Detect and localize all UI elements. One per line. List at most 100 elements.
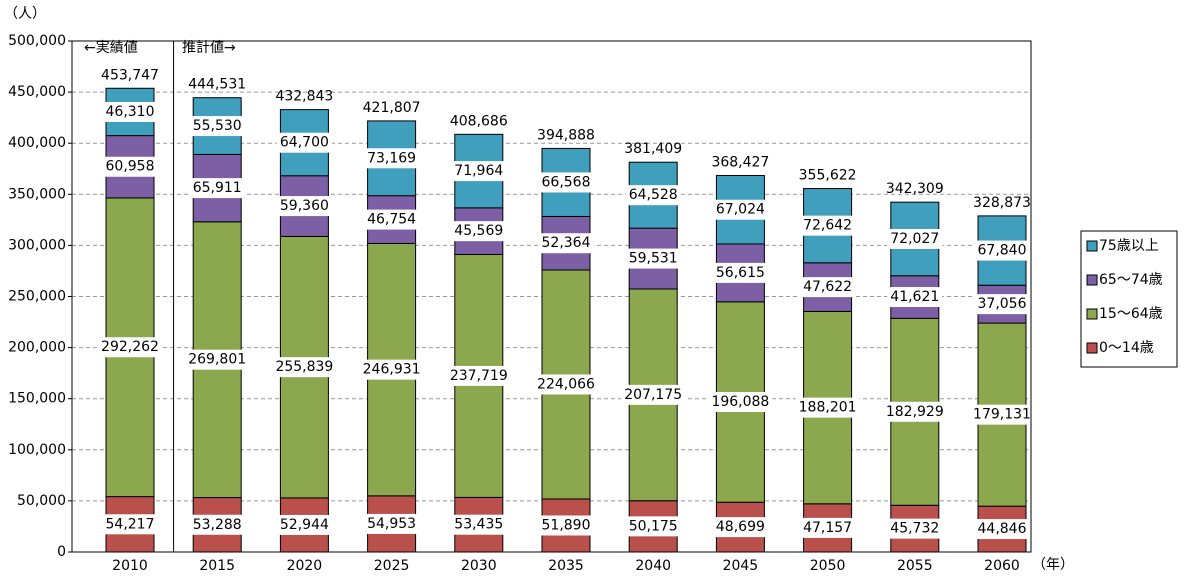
value-label: 55,530: [193, 118, 242, 134]
value-label: 47,157: [803, 520, 852, 536]
value-label: 48,699: [716, 519, 765, 535]
value-label: 54,217: [106, 516, 155, 532]
label-bg: [621, 384, 686, 405]
label-bg: [625, 248, 681, 269]
value-label: 237,719: [450, 368, 508, 384]
label-bg: [882, 401, 947, 422]
label-bg: [446, 365, 511, 386]
legend-label: 65～74歳: [1099, 272, 1163, 288]
y-tick-label: 250,000: [8, 289, 66, 305]
annotation: ←実績値: [84, 40, 138, 56]
value-label: 50,175: [629, 518, 678, 534]
total-label: 328,873: [973, 195, 1031, 211]
value-label: 37,056: [978, 296, 1027, 312]
label-bg: [451, 221, 507, 242]
annotation: 推計値→: [182, 40, 236, 56]
legend-label: 0～14歳: [1099, 340, 1154, 356]
label-bg: [98, 337, 162, 358]
y-unit: （人）: [4, 6, 46, 22]
total-label: 381,409: [624, 141, 682, 157]
x-tick-label: 2010: [112, 558, 148, 574]
label-bg: [708, 392, 773, 413]
label-bg: [974, 519, 1030, 540]
bars: [105, 87, 1027, 553]
value-label: 53,435: [454, 517, 503, 533]
value-label: 46,310: [106, 104, 155, 120]
label-bg: [625, 516, 681, 537]
label-bg: [276, 132, 332, 153]
value-label: 59,531: [629, 251, 678, 267]
value-label: 44,846: [978, 521, 1027, 537]
value-label: 246,931: [363, 362, 421, 378]
x-tick-label: 2060: [984, 558, 1020, 574]
value-label: 54,953: [367, 516, 416, 532]
legend-swatch: [1086, 274, 1098, 286]
label-bg: [795, 397, 860, 418]
value-label: 179,131: [973, 407, 1031, 423]
value-label: 65,911: [193, 180, 242, 196]
value-label: 45,569: [454, 223, 503, 239]
value-label: 64,528: [629, 187, 678, 203]
total-label: 432,843: [275, 89, 333, 105]
value-label: 255,839: [275, 359, 333, 375]
label-bg: [625, 185, 681, 206]
value-label: 67,024: [716, 202, 765, 218]
value-label: 45,732: [890, 521, 939, 537]
label-bg: [359, 359, 424, 380]
value-label: 182,929: [886, 404, 944, 420]
label-bg: [887, 228, 943, 249]
label-bg: [189, 116, 245, 137]
x-tick-label: 2040: [635, 558, 671, 574]
value-label: 207,175: [624, 387, 682, 403]
label-bg: [189, 178, 245, 199]
value-label: 52,944: [280, 517, 329, 533]
legend-label: 15～64歳: [1099, 306, 1163, 322]
x-tick-label: 2030: [461, 558, 497, 574]
value-label: 71,964: [454, 163, 503, 179]
value-label: 51,890: [542, 517, 591, 533]
label-bg: [185, 349, 250, 370]
label-bg: [451, 161, 507, 182]
label-bg: [800, 277, 856, 298]
value-label: 47,622: [803, 279, 852, 295]
label-bg: [102, 514, 158, 535]
label-bg: [712, 199, 768, 220]
label-bg: [970, 404, 1034, 425]
y-tick-label: 350,000: [8, 186, 66, 202]
total-label: 368,427: [711, 154, 769, 170]
total-label: 408,686: [450, 113, 508, 129]
legend-swatch: [1086, 342, 1098, 354]
label-bg: [974, 294, 1030, 315]
total-label: 421,807: [363, 100, 421, 116]
legend-label: 75歳以上: [1099, 238, 1159, 254]
label-bg: [538, 233, 594, 254]
y-tick-label: 400,000: [8, 135, 66, 151]
label-bg: [538, 172, 594, 193]
y-tick-label: 200,000: [8, 340, 66, 356]
x-tick-label: 2055: [897, 558, 933, 574]
value-label: 196,088: [711, 394, 769, 410]
value-label: 73,169: [367, 150, 416, 166]
label-bg: [276, 514, 332, 535]
y-tick-label: 50,000: [17, 493, 66, 509]
label-bg: [887, 287, 943, 308]
label-bg: [189, 514, 245, 535]
label-bg: [276, 196, 332, 217]
value-label: 59,360: [280, 198, 329, 214]
y-tick-label: 300,000: [8, 237, 66, 253]
value-label: 60,958: [106, 159, 155, 175]
x-tick-label: 2050: [810, 558, 846, 574]
legend-swatch: [1086, 240, 1098, 252]
labels: 54,217 292,262 60,958 46,310 453,747 53,288 26…: [98, 67, 1034, 540]
total-label: 394,888: [537, 127, 595, 143]
label-bg: [712, 517, 768, 538]
label-bg: [364, 209, 420, 230]
label-bg: [974, 240, 1030, 261]
value-label: 72,642: [803, 218, 852, 234]
x-unit: （年）: [1032, 557, 1074, 573]
total-label: 444,531: [188, 77, 246, 93]
value-label: 67,840: [978, 243, 1027, 259]
x-tick-label: 2015: [199, 558, 235, 574]
value-label: 46,754: [367, 212, 416, 228]
